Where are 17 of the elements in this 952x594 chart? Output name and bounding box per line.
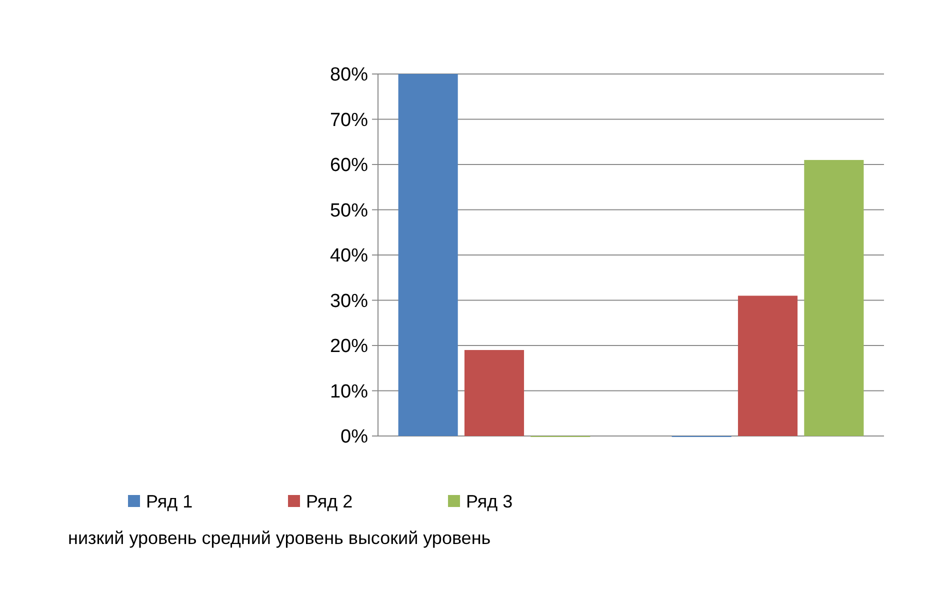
legend-label: Ряд 1 xyxy=(146,491,193,512)
legend-label: Ряд 3 xyxy=(466,491,513,512)
bar xyxy=(804,160,864,436)
y-tick-label: 80% xyxy=(330,64,368,86)
y-tick-label: 0% xyxy=(340,426,368,448)
y-tick-label: 50% xyxy=(330,200,368,222)
y-tick-label: 10% xyxy=(330,381,368,402)
bar xyxy=(398,74,458,436)
text: низкий уровень средний уровень высокий уровень xyxy=(68,528,491,548)
legend-label: Ряд 2 xyxy=(306,491,353,512)
y-tick-label: 70% xyxy=(330,110,368,131)
y-tick-label: 40% xyxy=(330,246,368,267)
y-tick-label: 60% xyxy=(330,155,368,176)
bar xyxy=(738,296,798,436)
y-tick-label: 20% xyxy=(330,336,368,358)
bar xyxy=(464,350,524,436)
y-tick-label: 30% xyxy=(330,290,368,312)
